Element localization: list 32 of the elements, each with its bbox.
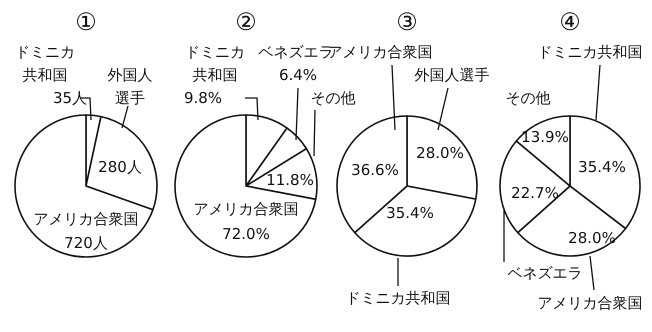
chart-title: ② [235,8,257,36]
slice-label: 外国人選手 [414,66,490,84]
data-label: 35.4% [578,158,626,176]
chart-title: ③ [396,8,418,36]
data-label: 35人 [52,89,88,107]
slice-label: 外国人選手 [108,66,152,107]
data-label: 280人 [98,158,142,176]
data-label: 11.8% [266,171,314,189]
data-label: 9.8% [184,89,222,107]
pie-slice [14,114,154,258]
data-label: 72.0% [222,225,270,243]
slice-label: ベネズエラ [508,264,582,282]
slice-label: アメリカ合衆国 [34,210,138,228]
slice-label: アメリカ合衆国 [194,200,298,218]
data-label: 720人 [64,234,108,252]
chart-title: ④ [559,8,581,36]
pie-slice [174,114,317,258]
data-label: 36.6% [351,161,399,179]
slice-label: ドミニカ共和国 [185,43,245,84]
data-label: 6.4% [278,66,318,84]
data-label: 28.0% [568,229,616,247]
slice-label: ドミニカ共和国 [346,289,450,307]
data-label: 28.0% [416,144,464,162]
chart-title: ① [75,8,97,36]
slice-label: ドミニカ共和国 [15,43,75,84]
data-label: 22.7% [511,184,559,202]
data-label: 13.9% [521,128,569,146]
slice-label: ドミニカ共和国 [538,43,642,61]
data-label: 35.4% [386,204,434,222]
slice-label: その他 [310,89,356,107]
slice-label: その他 [506,89,550,107]
slice-label: アメリカ合衆国 [538,294,642,312]
